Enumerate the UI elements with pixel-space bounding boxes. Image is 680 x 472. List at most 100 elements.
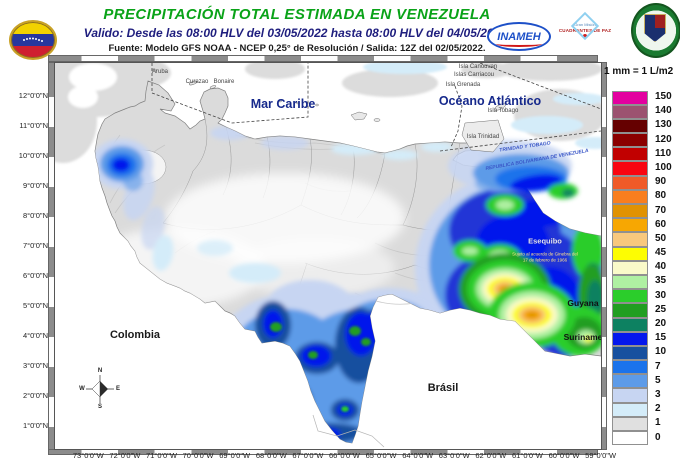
lat-tick-label: 10°0'0"N [18, 151, 48, 160]
lat-tick-label: 9°0'0"N [22, 181, 48, 190]
legend-swatch [612, 260, 648, 275]
legend-swatch [612, 175, 648, 190]
legend-value: 2 [655, 403, 661, 415]
legend-swatch [612, 204, 648, 219]
lat-tick-label: 5°0'0"N [22, 301, 48, 310]
legend-value: 15 [655, 332, 667, 344]
compass-e-label: E [115, 386, 121, 392]
page-title: PRECIPITACIÓN TOTAL ESTIMADA EN VENEZUEL… [103, 6, 491, 23]
legend-swatch [612, 118, 648, 134]
legend-value: 20 [655, 318, 667, 329]
grenada-label: Isla Grenada [445, 82, 481, 88]
legend-title: 1 mm = 1 L/m2 [604, 66, 674, 77]
compass-n-label: N [97, 368, 103, 374]
legend-swatch [612, 218, 648, 233]
lon-tick-label: 63°0'0"W [438, 451, 470, 460]
legend-entry: 25 [612, 303, 672, 318]
map-graphics [55, 63, 601, 448]
lon-tick-label: 60°0'0"W [548, 451, 580, 460]
lon-tick-label: 69°0'0"W [219, 451, 251, 460]
legend-entry: 110 [612, 147, 672, 162]
legend-value: 5 [655, 374, 661, 386]
legend-swatch [612, 331, 648, 346]
legend-entry: 7 [612, 360, 672, 375]
legend-value: 110 [655, 147, 672, 159]
legend-value: 30 [655, 289, 667, 301]
oceano-atlantico-label: Océano Atlántico [438, 94, 542, 108]
legend-value: 100 [655, 161, 672, 173]
inameh-logo: INAMEH [487, 22, 551, 51]
islands [151, 68, 506, 153]
legend-entry: 45 [612, 246, 672, 261]
legend-swatch [612, 388, 648, 403]
legend-entry: 30 [612, 289, 672, 304]
canouvan-label: Isla Canouvan [458, 64, 498, 70]
lat-tick-label: 11°0'0"N [19, 121, 48, 130]
lat-tick-label: 4°0'0"N [22, 331, 48, 340]
legend-entry: 130 [612, 118, 672, 134]
venezuela-seal-icon [9, 20, 57, 60]
legend-swatch [612, 189, 648, 204]
legend-swatch [612, 360, 648, 375]
lon-tick-label: 70°0'0"W [182, 451, 214, 460]
colombia-label: Colombia [109, 329, 161, 341]
lat-tick-label: 6°0'0"N [22, 271, 48, 280]
lon-tick-label: 68°0'0"W [255, 451, 287, 460]
legend-entry: 3 [612, 388, 672, 403]
legend-swatch [612, 274, 648, 290]
compass-w-label: W [79, 386, 85, 392]
legend-value: 1 [655, 417, 661, 429]
legend-swatch [612, 402, 648, 417]
cuadrantes-logo-line1: Gran Misión [574, 22, 596, 27]
legend-swatch [612, 90, 648, 105]
legend-entry: 70 [612, 204, 672, 219]
legend-entry: 120 [612, 133, 672, 148]
aruba-label: Aruba [151, 69, 169, 75]
lon-tick-label: 66°0'0"W [329, 451, 360, 460]
legend-swatch [612, 416, 648, 431]
legend-value: 45 [655, 247, 667, 259]
brasil-label: Brásil [427, 382, 459, 394]
legend-entry: 40 [612, 260, 672, 275]
cuadrantes-de-paz-logo: Gran Misión CUADRANTES DE PAZ [552, 11, 618, 52]
legend-swatch [612, 374, 648, 389]
map-canvas: Mar Caribe Océano Atlántico Aruba Curaza… [54, 62, 602, 450]
legend-value: 80 [655, 190, 667, 202]
lon-tick-label: 71°0'0"W [146, 451, 177, 460]
legend-entry: 0 [612, 431, 672, 446]
legend-swatch [612, 431, 648, 446]
legend-swatch [612, 303, 648, 318]
lat-tick-label: 1°0'0"N [22, 421, 48, 430]
legend-entry: 80 [612, 189, 672, 204]
legend-swatch [612, 133, 648, 148]
lon-tick-label: 65°0'0"W [365, 451, 397, 460]
lon-tick-label: 59°0'0"W [585, 451, 617, 460]
legend-swatch [612, 232, 648, 247]
esequibo-note: Sujeto al acuerdo de Ginebra del 17 de f… [512, 251, 578, 262]
legend-value: 130 [655, 119, 672, 131]
cuadrantes-logo-line2: CUADRANTES DE PAZ [558, 28, 612, 33]
red-dot-icon [583, 34, 587, 38]
legend-entry: 2 [612, 402, 672, 417]
compass-rose-icon [86, 375, 114, 403]
latitude-axis: 12°0'0"N 11°0'0"N 10°0'0"N 9°0'0"N 8°0'0… [2, 81, 50, 441]
diamond-icon [570, 11, 600, 41]
compass-s-label: S [97, 404, 103, 410]
legend-value: 3 [655, 388, 661, 400]
legend-entry: 100 [612, 161, 672, 176]
legend-value: 35 [655, 275, 667, 287]
legend-entry: 1 [612, 416, 672, 431]
legend-entry: 35 [612, 274, 672, 290]
suriname-label: Suriname [563, 332, 602, 342]
tobago-label: Isla Tobago [487, 108, 519, 114]
legend-value: 140 [655, 105, 672, 117]
guyana-label: Guyana [567, 298, 599, 308]
carriacou-label: Islas Carriacou [453, 72, 495, 78]
legend-entry: 150 [612, 90, 672, 105]
legend-value: 150 [655, 91, 672, 102]
shield-icon [644, 14, 666, 42]
esequibo-label: Esequibo [528, 236, 562, 246]
legend-value: 7 [655, 360, 661, 372]
source-text: Fuente: Modelo GFS NOAA - NCEP 0,25° de … [108, 43, 486, 54]
